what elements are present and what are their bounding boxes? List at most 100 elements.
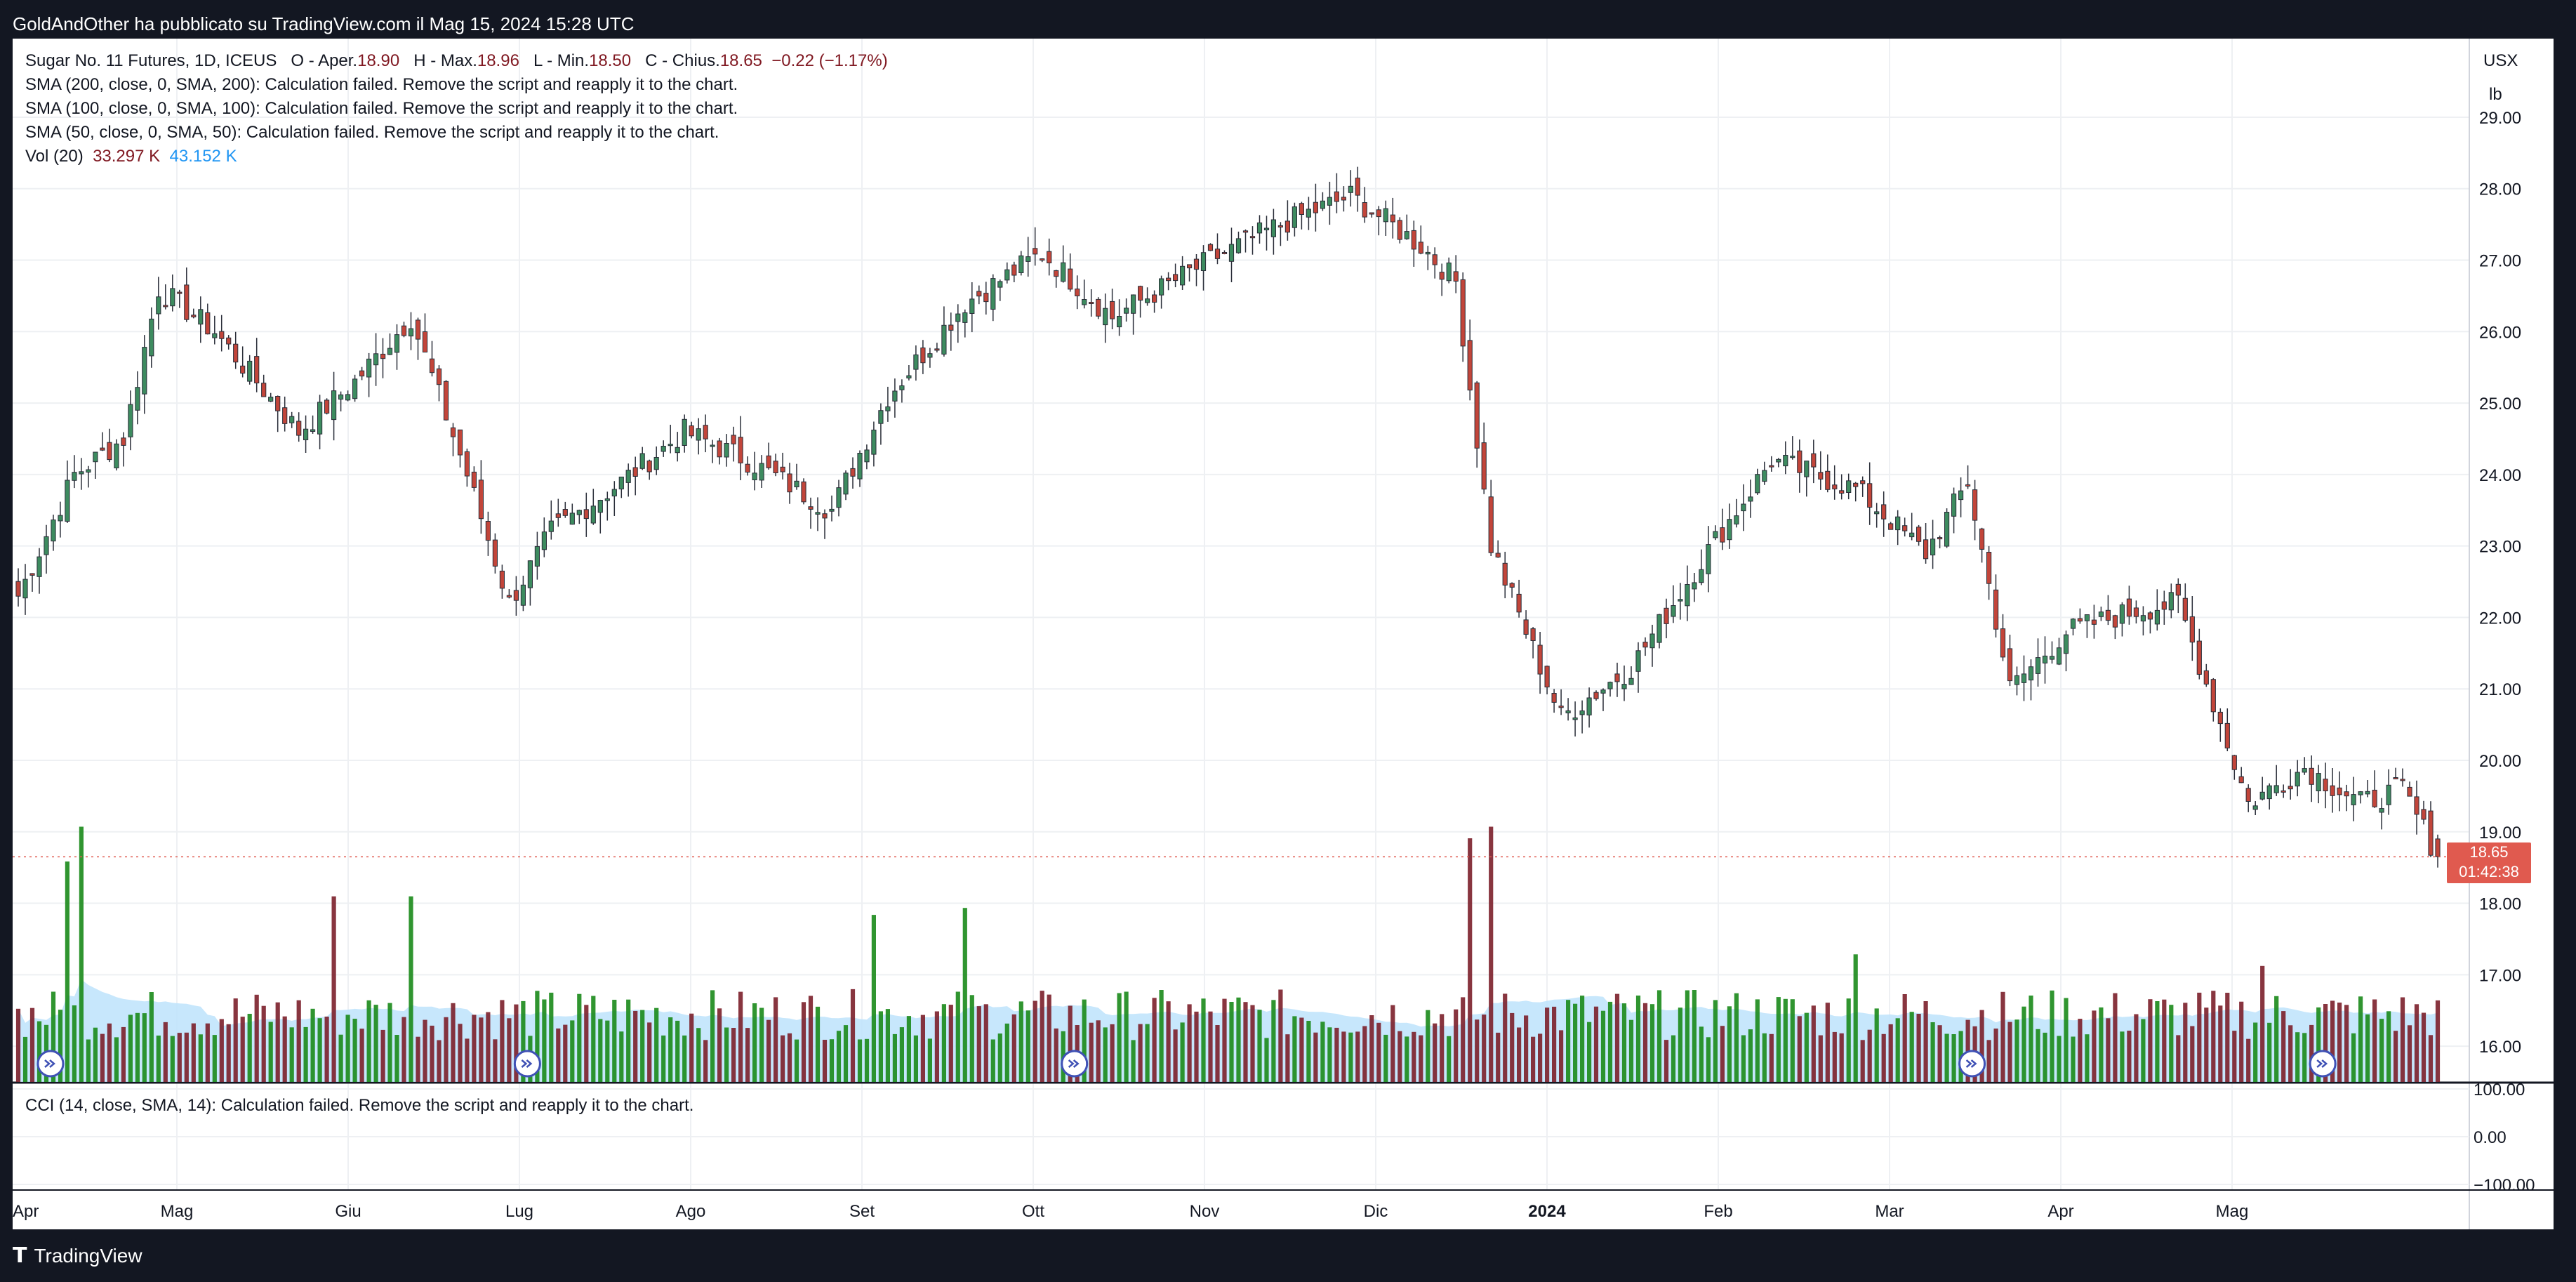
candle-body[interactable] xyxy=(366,358,372,378)
candle-body[interactable] xyxy=(2330,785,2335,796)
candle-body[interactable] xyxy=(1783,455,1788,467)
candle-body[interactable] xyxy=(1762,470,1767,482)
candle-body[interactable] xyxy=(296,421,302,436)
candle-body[interactable] xyxy=(1804,461,1810,477)
candle-body[interactable] xyxy=(1516,593,1522,613)
candle-body[interactable] xyxy=(2063,634,2069,654)
candle-body[interactable] xyxy=(1467,340,1473,391)
candle-body[interactable] xyxy=(934,348,940,351)
candle-body[interactable] xyxy=(1488,496,1494,553)
candle-body[interactable] xyxy=(163,305,168,308)
candle-body[interactable] xyxy=(1242,230,1249,233)
candle-body[interactable] xyxy=(22,579,28,599)
candle-body[interactable] xyxy=(401,325,407,336)
candle-body[interactable] xyxy=(1895,516,1901,531)
candle-body[interactable] xyxy=(1460,279,1466,347)
candle-body[interactable] xyxy=(1256,222,1263,234)
candle-body[interactable] xyxy=(149,318,154,357)
candle-body[interactable] xyxy=(1685,584,1690,607)
candle-body[interactable] xyxy=(1166,277,1171,282)
candle-body[interactable] xyxy=(1334,191,1340,202)
candle-body[interactable] xyxy=(962,312,968,323)
candle-body[interactable] xyxy=(759,463,764,481)
candle-body[interactable] xyxy=(268,397,274,402)
candle-body[interactable] xyxy=(1628,678,1634,685)
event-marker-icon[interactable] xyxy=(2309,1050,2337,1078)
candle-body[interactable] xyxy=(527,560,533,588)
candle-body[interactable] xyxy=(345,394,351,401)
candle-body[interactable] xyxy=(282,407,288,424)
candle-body[interactable] xyxy=(555,513,561,518)
candle-body[interactable] xyxy=(1951,494,1957,517)
candle-body[interactable] xyxy=(1481,442,1487,490)
candle-body[interactable] xyxy=(1362,202,1367,218)
candle-body[interactable] xyxy=(1530,628,1536,642)
candle-body[interactable] xyxy=(1874,511,1880,515)
candle-body[interactable] xyxy=(1832,484,1838,489)
candle-body[interactable] xyxy=(1446,263,1452,282)
candle-body[interactable] xyxy=(2112,615,2118,628)
candle-body[interactable] xyxy=(1860,480,1866,484)
candle-body[interactable] xyxy=(2210,679,2216,713)
candle-body[interactable] xyxy=(492,539,498,567)
candle-body[interactable] xyxy=(93,451,98,463)
candle-body[interactable] xyxy=(576,510,582,515)
candle-body[interactable] xyxy=(1018,255,1024,273)
candle-body[interactable] xyxy=(2014,675,2020,685)
candle-body[interactable] xyxy=(422,331,428,352)
candle-body[interactable] xyxy=(1103,308,1108,326)
candle-body[interactable] xyxy=(2035,657,2041,674)
candle-body[interactable] xyxy=(1249,236,1256,239)
candle-body[interactable] xyxy=(1040,258,1045,261)
candle-body[interactable] xyxy=(1972,489,1978,521)
candle-body[interactable] xyxy=(1649,633,1655,649)
candle-body[interactable] xyxy=(752,473,757,480)
candle-body[interactable] xyxy=(1292,206,1298,228)
candle-body[interactable] xyxy=(1411,230,1416,250)
candle-body[interactable] xyxy=(1965,484,1971,487)
event-marker-icon[interactable] xyxy=(513,1050,541,1078)
candle-body[interactable] xyxy=(1664,607,1669,624)
candle-body[interactable] xyxy=(1811,453,1817,468)
candle-body[interactable] xyxy=(184,284,190,320)
time-tick-label[interactable]: Feb xyxy=(1704,1202,1732,1221)
candle-body[interactable] xyxy=(1404,231,1409,239)
candle-body[interactable] xyxy=(2161,601,2167,610)
candle-body[interactable] xyxy=(597,500,603,513)
candle-body[interactable] xyxy=(738,437,743,463)
candle-body[interactable] xyxy=(1075,289,1080,297)
candle-body[interactable] xyxy=(2379,808,2384,813)
candle-body[interactable] xyxy=(1089,302,1094,304)
candle-body[interactable] xyxy=(1748,496,1753,502)
candle-body[interactable] xyxy=(478,480,484,520)
candle-body[interactable] xyxy=(2126,598,2132,617)
candle-body[interactable] xyxy=(1593,692,1599,699)
candle-body[interactable] xyxy=(2400,779,2405,781)
time-tick-label[interactable]: Lug xyxy=(505,1202,533,1221)
candle-body[interactable] xyxy=(317,402,323,435)
volume-legend[interactable]: Vol (20) 33.297 K 43.152 K xyxy=(25,147,237,166)
candle-body[interactable] xyxy=(1033,248,1038,255)
candle-body[interactable] xyxy=(387,348,393,355)
candle-body[interactable] xyxy=(464,451,470,477)
candle-body[interactable] xyxy=(1453,271,1459,282)
candle-body[interactable] xyxy=(1671,605,1676,617)
candle-body[interactable] xyxy=(787,473,792,493)
candle-body[interactable] xyxy=(1187,264,1193,269)
candle-body[interactable] xyxy=(205,312,211,335)
candle-body[interactable] xyxy=(1495,553,1501,557)
candle-body[interactable] xyxy=(2407,786,2412,797)
candle-body[interactable] xyxy=(990,278,996,310)
time-tick-label[interactable]: Nov xyxy=(1190,1202,1220,1221)
candle-body[interactable] xyxy=(1727,519,1732,541)
candle-body[interactable] xyxy=(156,296,161,315)
candle-body[interactable] xyxy=(2323,779,2328,791)
candle-body[interactable] xyxy=(2070,619,2076,629)
candle-body[interactable] xyxy=(717,440,722,458)
candle-body[interactable] xyxy=(1825,470,1831,490)
candle-body[interactable] xyxy=(689,425,694,437)
candle-body[interactable] xyxy=(1397,220,1402,240)
candle-body[interactable] xyxy=(2365,791,2370,795)
candle-body[interactable] xyxy=(1159,278,1164,296)
candle-body[interactable] xyxy=(2042,655,2048,663)
